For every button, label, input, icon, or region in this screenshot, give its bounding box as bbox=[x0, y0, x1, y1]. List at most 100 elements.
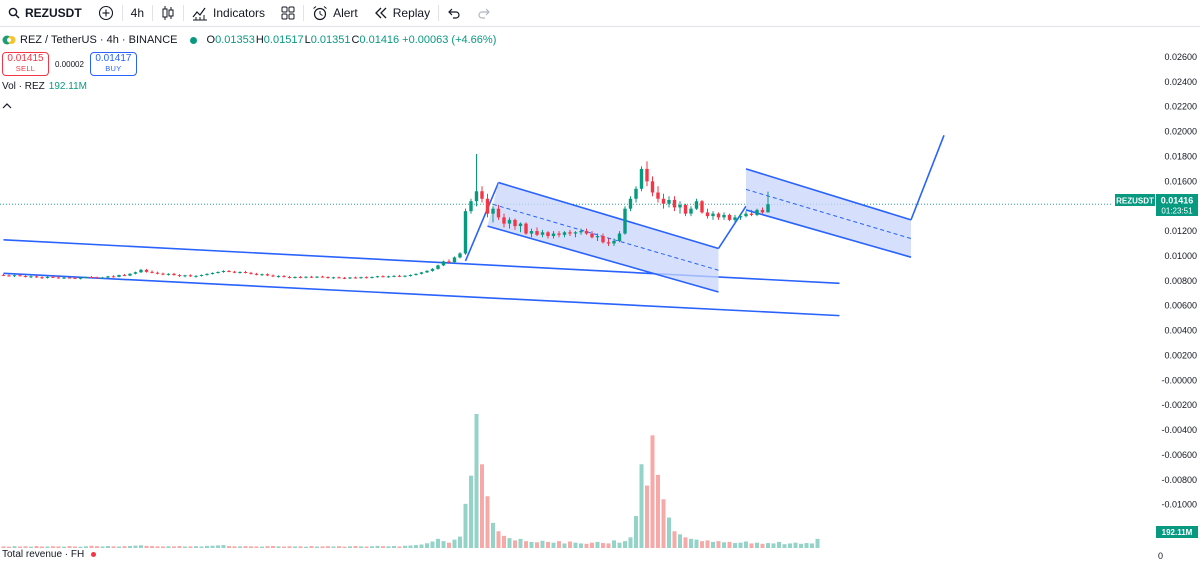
candle bbox=[23, 275, 28, 278]
drawing-tools[interactable] bbox=[3, 135, 945, 317]
volume-bar bbox=[485, 496, 490, 548]
candle-body bbox=[480, 191, 484, 199]
volume-bar bbox=[188, 546, 193, 548]
top-toolbar: REZUSDT 4h Indicators Alert Replay bbox=[0, 0, 1200, 27]
volume-bar bbox=[496, 531, 501, 548]
price-axis-tick: 0.02400 bbox=[1164, 77, 1197, 87]
price-axis[interactable]: 0.02600 0.02400 0.02200 0.02000 0.01800 0.016… bbox=[1161, 52, 1197, 535]
candle bbox=[183, 274, 187, 278]
volume-bar bbox=[771, 543, 776, 548]
candle-body bbox=[689, 208, 693, 214]
price-axis-tick: 0.01200 bbox=[1164, 226, 1197, 236]
price-axis-tick: 0.00400 bbox=[1164, 326, 1197, 336]
candle bbox=[392, 275, 396, 278]
candle-body bbox=[546, 232, 550, 237]
candle-body bbox=[139, 269, 143, 273]
volume-bar bbox=[40, 546, 44, 548]
volume-bar bbox=[216, 545, 220, 548]
candle-body bbox=[623, 208, 627, 234]
candle bbox=[95, 276, 99, 279]
candle bbox=[628, 196, 633, 212]
candle bbox=[425, 270, 429, 273]
bottom-pane-scale-value: 0 bbox=[1158, 551, 1164, 561]
candle-body bbox=[199, 274, 204, 276]
volume-bar bbox=[320, 546, 325, 548]
trend-line[interactable] bbox=[717, 205, 747, 249]
symbol-label: REZUSDT bbox=[1116, 197, 1154, 206]
candle bbox=[84, 276, 88, 279]
volume-bar bbox=[249, 546, 253, 548]
candle-body bbox=[40, 277, 44, 279]
volume-bar bbox=[529, 541, 534, 548]
candle bbox=[419, 271, 424, 275]
volume-bar bbox=[441, 541, 446, 548]
trend-line[interactable] bbox=[3, 272, 840, 317]
price-axis-tick: 0.01600 bbox=[1164, 176, 1197, 186]
interval-button[interactable]: 4h bbox=[123, 0, 152, 26]
spread-value: 0.00002 bbox=[55, 59, 84, 69]
volume-bar bbox=[661, 499, 666, 548]
candle bbox=[524, 222, 528, 235]
candle bbox=[40, 276, 44, 279]
volume-bar bbox=[276, 546, 281, 548]
low-value: 0.01351 bbox=[310, 34, 351, 46]
layouts-button[interactable] bbox=[273, 0, 303, 26]
sell-button[interactable]: 0.01415 SELL bbox=[2, 52, 49, 76]
volume-bar bbox=[694, 539, 699, 548]
candle bbox=[111, 275, 116, 278]
chart-type-button[interactable] bbox=[153, 0, 183, 26]
volume-bar bbox=[56, 546, 61, 548]
candle-body bbox=[342, 277, 347, 279]
volume-bar bbox=[601, 543, 605, 548]
redo-button[interactable] bbox=[469, 0, 499, 26]
candle bbox=[370, 276, 374, 279]
candle-body bbox=[227, 270, 231, 272]
compare-button[interactable] bbox=[90, 0, 122, 26]
candle bbox=[513, 218, 517, 230]
volume-bar bbox=[546, 541, 550, 548]
undo-button[interactable] bbox=[439, 0, 469, 26]
channel-upper-line[interactable] bbox=[498, 181, 719, 250]
candle-body bbox=[755, 209, 759, 215]
symbol-search-button[interactable]: REZUSDT bbox=[0, 0, 90, 26]
candle bbox=[271, 274, 275, 278]
collapse-legend-button[interactable] bbox=[2, 97, 12, 115]
channel-upper-line[interactable] bbox=[745, 168, 912, 221]
replay-button[interactable]: Replay bbox=[366, 0, 438, 26]
channel-lower-line[interactable] bbox=[745, 209, 912, 258]
volume-bar bbox=[370, 546, 374, 548]
trend-line[interactable] bbox=[910, 135, 945, 221]
volume-bar bbox=[364, 546, 369, 548]
candle-body bbox=[645, 168, 649, 182]
candle-body bbox=[727, 214, 732, 220]
volume-bar bbox=[672, 531, 677, 548]
price-axis-tick: -0.01000 bbox=[1161, 500, 1197, 510]
volume-bar bbox=[766, 543, 770, 548]
volume-bar bbox=[788, 543, 792, 548]
candle-body bbox=[760, 209, 765, 213]
toolbar-separator bbox=[438, 5, 440, 21]
candle-body bbox=[419, 272, 424, 274]
trend-line[interactable] bbox=[464, 182, 500, 262]
volume-bar bbox=[760, 543, 765, 548]
channel-lower-line[interactable] bbox=[487, 225, 719, 293]
volume-bar bbox=[815, 538, 820, 548]
candle bbox=[590, 231, 594, 239]
volume-bar bbox=[733, 543, 737, 548]
volume-bar bbox=[799, 543, 803, 548]
candle bbox=[612, 238, 616, 246]
volume-bar bbox=[463, 503, 468, 548]
candle bbox=[78, 277, 83, 280]
candle bbox=[397, 274, 402, 278]
candle-body bbox=[617, 233, 622, 242]
rez-logo-icon bbox=[2, 35, 16, 45]
indicators-button[interactable]: Indicators bbox=[184, 0, 273, 26]
candle-body bbox=[678, 204, 682, 208]
candle-body bbox=[100, 277, 105, 279]
buy-button[interactable]: 0.01417 BUY bbox=[89, 52, 137, 76]
last-price-value: 0.01416 bbox=[1161, 196, 1194, 206]
alert-button[interactable]: Alert bbox=[304, 0, 366, 26]
candle-body bbox=[667, 199, 671, 204]
volume-bar bbox=[524, 541, 528, 548]
